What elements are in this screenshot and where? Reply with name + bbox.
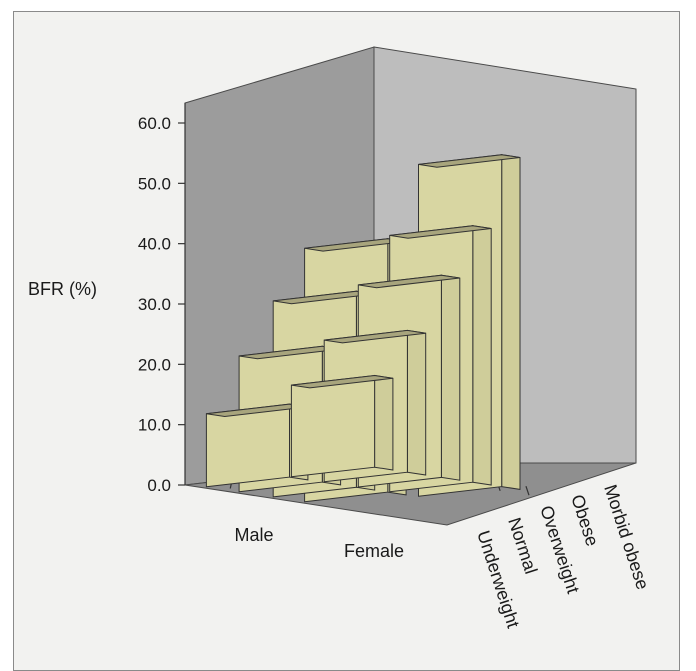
y-tick-label: 50.0 — [138, 174, 171, 193]
depth-tick-label: Morbid obese — [600, 482, 653, 592]
x-tick-label: Female — [344, 541, 404, 561]
depth-tick-label: Normal — [504, 515, 541, 576]
depth-tick-mark — [525, 486, 530, 496]
y-axis-title: BFR (%) — [28, 279, 97, 299]
x-tick-labels: Male Female — [234, 525, 404, 561]
y-tick-labels: 0.0 10.0 20.0 30.0 40.0 50.0 60.0 — [138, 114, 171, 495]
y-tick-label: 10.0 — [138, 416, 171, 435]
y-tick-label: 40.0 — [138, 235, 171, 254]
y-tick-label: 20.0 — [138, 355, 171, 374]
y-tick-label: 60.0 — [138, 114, 171, 133]
y-tick-label: 0.0 — [147, 476, 171, 495]
bar — [290, 374, 394, 478]
bars — [205, 154, 521, 503]
y-tick-label: 30.0 — [138, 295, 171, 314]
x-tick-label: Male — [234, 525, 273, 545]
depth-tick-label: Obese — [567, 492, 602, 549]
